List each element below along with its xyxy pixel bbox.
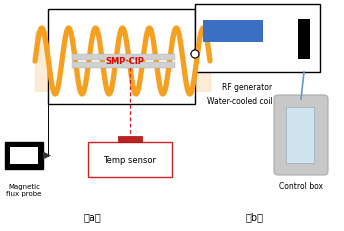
- Circle shape: [191, 51, 199, 59]
- Text: Control box: Control box: [279, 181, 323, 190]
- Text: Magnetic
flux probe: Magnetic flux probe: [6, 183, 42, 196]
- Text: Temp sensor: Temp sensor: [104, 155, 157, 164]
- Text: SMP·CIP: SMP·CIP: [106, 57, 144, 66]
- Text: Water-cooled coil: Water-cooled coil: [207, 97, 273, 106]
- Bar: [48, 10, 195, 105]
- Bar: [298, 20, 310, 60]
- Bar: [5, 142, 43, 169]
- Text: （a）: （a）: [83, 211, 101, 221]
- Bar: [203, 21, 263, 43]
- Bar: [118, 137, 142, 142]
- Bar: [72, 63, 175, 69]
- Bar: [72, 55, 175, 61]
- Text: （b）: （b）: [246, 211, 264, 221]
- FancyBboxPatch shape: [274, 96, 328, 175]
- Bar: [286, 108, 314, 163]
- Bar: [195, 5, 320, 73]
- Polygon shape: [43, 152, 51, 160]
- Bar: [10, 147, 38, 164]
- Text: RF generator: RF generator: [223, 83, 272, 92]
- Bar: [88, 142, 172, 177]
